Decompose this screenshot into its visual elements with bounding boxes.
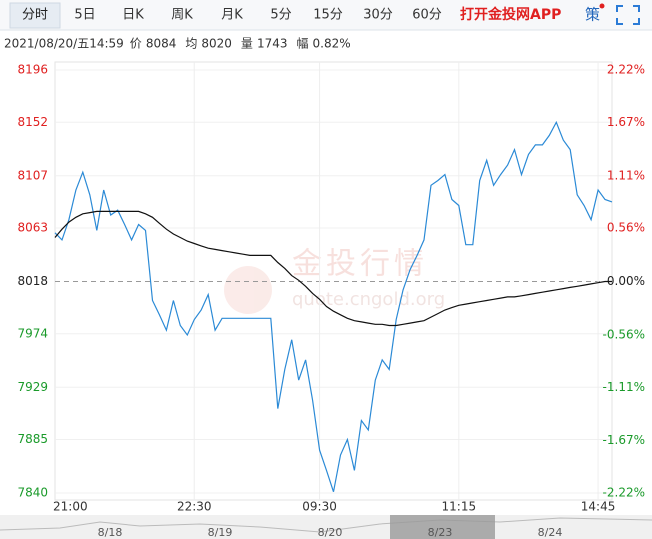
x-tick-label: 09:30 — [302, 500, 337, 514]
tab[interactable]: 5分 — [270, 8, 291, 23]
app-link[interactable]: 打开金投网APP — [460, 6, 561, 23]
navigator-window[interactable] — [390, 515, 495, 539]
series-line — [54, 120, 613, 492]
info-item: 价 — [130, 37, 142, 51]
y-tick-label: 7974 — [17, 326, 48, 340]
x-tick-label: 21:00 — [53, 500, 88, 514]
info-item: 量 — [241, 37, 253, 51]
watermark: 金投行情 quote.cngold.org — [224, 247, 445, 314]
y-tick-label: 8018 — [17, 274, 48, 288]
y2-tick-label: 1.67% — [607, 115, 645, 129]
tab-selected-bg — [9, 2, 61, 29]
series-line — [54, 210, 612, 327]
tab[interactable]: 分时 — [22, 8, 48, 23]
watermark-title: 金投行情 — [292, 247, 428, 282]
y2-tick-label: -1.11% — [603, 380, 645, 394]
info-item: 幅 — [296, 36, 308, 51]
strategy-button[interactable]: 策 — [585, 6, 600, 24]
y2-tick-label: 1.11% — [607, 168, 645, 182]
x-tick-label: 14:45 — [581, 500, 616, 514]
tab[interactable]: 15分 — [313, 8, 343, 23]
tab-bar — [0, 0, 652, 30]
tabs: 分时 5日 日K 周K 月K 5分 15分 30分 60分 — [22, 8, 442, 23]
y2-tick-label: -2.22% — [603, 486, 645, 500]
y-tick-label: 8196 — [17, 63, 48, 77]
y2-tick-label: 2.22% — [607, 63, 645, 77]
tab[interactable]: 30分 — [363, 8, 393, 23]
y2-tick-label: -0.56% — [603, 327, 645, 341]
tab[interactable]: 5日 — [74, 8, 95, 23]
y-tick-label: 7885 — [17, 432, 48, 446]
x-tick-label: 11:15 — [442, 500, 477, 514]
tab[interactable]: 日K — [122, 8, 144, 23]
tab[interactable]: 月K — [221, 8, 243, 23]
info-item: 均 — [185, 37, 197, 51]
info-item: 1743 — [257, 37, 288, 51]
y2-tick-label: 0.00% — [607, 274, 645, 288]
watermark-url: quote.cngold.org — [292, 289, 445, 310]
y2-tick-label: -1.67% — [603, 433, 645, 447]
navigator-date: 8/18 — [98, 526, 123, 539]
tab[interactable]: 周K — [171, 8, 193, 23]
info-item: 0.82% — [313, 37, 351, 51]
x-tick-label: 22:30 — [177, 500, 212, 514]
navigator-date: 8/20 — [318, 526, 343, 539]
notice-dot — [599, 3, 605, 9]
info-item: 8084 — [146, 37, 177, 51]
navigator-dates: 8/18 8/19 8/20 8/23 8/24 — [98, 526, 563, 539]
y-tick-label: 8063 — [17, 221, 48, 235]
y-tick-label: 7840 — [17, 486, 48, 500]
y2-tick-label: 0.56% — [607, 221, 645, 235]
fullscreen-button[interactable] — [616, 5, 640, 25]
tab[interactable]: 60分 — [412, 8, 442, 23]
y-tick-label: 8107 — [17, 168, 48, 182]
navigator-date: 8/23 — [428, 526, 453, 539]
navigator-date: 8/19 — [208, 526, 233, 539]
navigator-date: 8/24 — [538, 526, 563, 539]
info-item: 2021/08/20/五14:59 — [4, 37, 124, 51]
y-tick-label: 7929 — [17, 380, 48, 394]
watermark-logo — [224, 266, 272, 314]
navigator-line — [0, 517, 652, 533]
y-tick-label: 8152 — [17, 115, 48, 129]
info-item: 8020 — [201, 37, 232, 51]
